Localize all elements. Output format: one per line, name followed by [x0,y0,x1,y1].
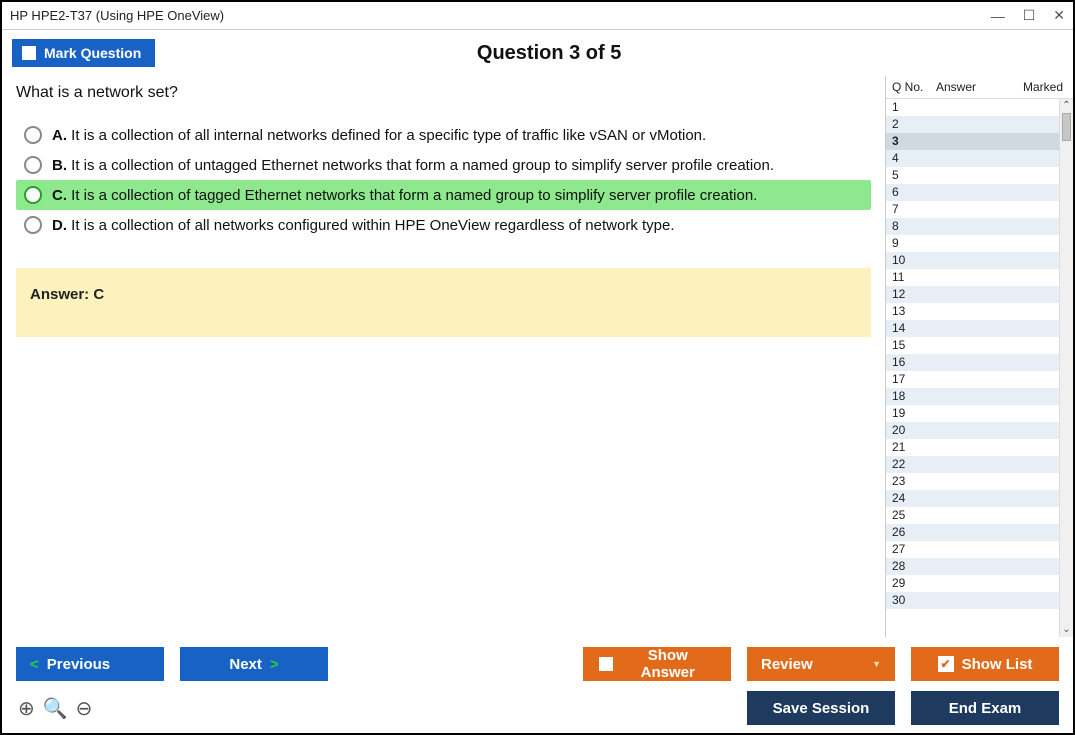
answer-box: Answer: C [16,268,871,337]
show-answer-button[interactable]: Show Answer [583,647,731,681]
window-title: HP HPE2-T37 (Using HPE OneView) [10,8,224,23]
list-item[interactable]: 5 [886,167,1059,184]
list-item[interactable]: 11 [886,269,1059,286]
question-counter: Question 3 of 5 [35,42,1063,65]
list-item[interactable]: 30 [886,592,1059,609]
list-item[interactable]: 23 [886,473,1059,490]
show-answer-label: Show Answer [621,647,715,681]
choice-label: B. It is a collection of untagged Ethern… [52,157,774,174]
show-list-button[interactable]: ✔ Show List [911,647,1059,681]
choice-d[interactable]: D. It is a collection of all networks co… [16,210,871,240]
list-item[interactable]: 3 [886,133,1059,150]
previous-button[interactable]: < Previous [16,647,164,681]
list-item[interactable]: 20 [886,422,1059,439]
question-text: What is a network set? [16,84,871,102]
header-qno: Q No. [892,80,936,94]
scroll-down-icon[interactable]: ⌄ [1060,623,1073,637]
maximize-icon[interactable]: ☐ [1023,7,1036,24]
list-item[interactable]: 12 [886,286,1059,303]
choice-label: A. It is a collection of all internal ne… [52,127,706,144]
list-item[interactable]: 26 [886,524,1059,541]
list-item[interactable]: 24 [886,490,1059,507]
list-item[interactable]: 13 [886,303,1059,320]
scroll-thumb[interactable] [1062,113,1071,141]
list-item[interactable]: 6 [886,184,1059,201]
list-item[interactable]: 10 [886,252,1059,269]
list-item[interactable]: 19 [886,405,1059,422]
header-answer: Answer [936,80,1004,94]
zoom-out-icon[interactable]: ⊖ [76,696,93,721]
chevron-right-icon: > [270,656,279,673]
question-panel: What is a network set? A. It is a collec… [2,76,885,637]
next-label: Next [229,656,262,673]
close-icon[interactable]: ✕ [1053,7,1065,24]
save-session-label: Save Session [773,700,870,717]
next-button[interactable]: Next > [180,647,328,681]
list-item[interactable]: 4 [886,150,1059,167]
list-item[interactable]: 9 [886,235,1059,252]
radio-icon [24,216,42,234]
zoom-controls: ⊕ 🔍 ⊖ [16,696,92,721]
list-item[interactable]: 2 [886,116,1059,133]
list-item[interactable]: 1 [886,99,1059,116]
choice-b[interactable]: B. It is a collection of untagged Ethern… [16,150,871,180]
choices-list: A. It is a collection of all internal ne… [16,120,871,240]
question-list[interactable]: 1234567891011121314151617181920212223242… [886,99,1059,637]
show-list-label: Show List [962,656,1033,673]
checkbox-icon [22,46,36,60]
list-header: Q No. Answer Marked [886,76,1073,99]
radio-icon [24,126,42,144]
zoom-reset-icon[interactable]: 🔍 [43,696,68,721]
list-item[interactable]: 18 [886,388,1059,405]
choice-label: D. It is a collection of all networks co… [52,217,675,234]
zoom-in-icon[interactable]: ⊕ [18,696,35,721]
list-item[interactable]: 8 [886,218,1059,235]
save-session-button[interactable]: Save Session [747,691,895,725]
footer: < Previous Next > Show Answer Review ▼ ✔… [2,637,1073,733]
end-exam-label: End Exam [949,700,1022,717]
scroll-up-icon[interactable]: ⌃ [1060,99,1073,113]
scrollbar[interactable]: ⌃ ⌄ [1059,99,1073,637]
list-item[interactable]: 14 [886,320,1059,337]
header-marked: Marked [1004,80,1067,94]
button-row-1: < Previous Next > Show Answer Review ▼ ✔… [16,647,1059,681]
titlebar: HP HPE2-T37 (Using HPE OneView) — ☐ ✕ [2,2,1073,30]
review-button[interactable]: Review ▼ [747,647,895,681]
question-list-panel: Q No. Answer Marked 12345678910111213141… [885,76,1073,637]
list-item[interactable]: 27 [886,541,1059,558]
choice-a[interactable]: A. It is a collection of all internal ne… [16,120,871,150]
list-item[interactable]: 21 [886,439,1059,456]
review-label: Review [761,656,813,673]
list-item[interactable]: 29 [886,575,1059,592]
header-row: Mark Question Question 3 of 5 [2,30,1073,76]
previous-label: Previous [47,656,110,673]
list-item[interactable]: 17 [886,371,1059,388]
list-item[interactable]: 16 [886,354,1059,371]
list-item[interactable]: 15 [886,337,1059,354]
window-controls: — ☐ ✕ [991,7,1065,24]
end-exam-button[interactable]: End Exam [911,691,1059,725]
list-item[interactable]: 22 [886,456,1059,473]
list-body: 1234567891011121314151617181920212223242… [886,99,1073,637]
dropdown-icon: ▼ [872,659,881,669]
chevron-left-icon: < [30,656,39,673]
choice-label: C. It is a collection of tagged Ethernet… [52,187,757,204]
main-area: What is a network set? A. It is a collec… [2,76,1073,637]
button-row-2: ⊕ 🔍 ⊖ Save Session End Exam [16,691,1059,725]
list-item[interactable]: 7 [886,201,1059,218]
radio-icon [24,156,42,174]
radio-icon [24,186,42,204]
choice-c[interactable]: C. It is a collection of tagged Ethernet… [16,180,871,210]
checkbox-icon [599,657,613,671]
list-item[interactable]: 28 [886,558,1059,575]
checked-icon: ✔ [938,656,954,672]
minimize-icon[interactable]: — [991,8,1005,24]
list-item[interactable]: 25 [886,507,1059,524]
app-window: HP HPE2-T37 (Using HPE OneView) — ☐ ✕ Ma… [0,0,1075,735]
